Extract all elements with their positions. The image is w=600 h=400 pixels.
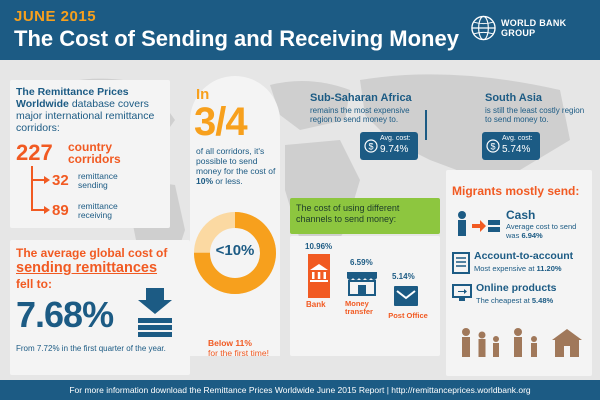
family-home-icon xyxy=(462,328,582,357)
ssa-avg-value: 9.74% xyxy=(380,144,409,155)
database-rest: database covers major international remi… xyxy=(16,98,155,134)
south-asia-badge: $ Avg. cost: 5.74% xyxy=(482,132,540,160)
global-cost-line2: sending remittances xyxy=(16,260,158,276)
south-asia-avg-label: Avg. cost: xyxy=(502,135,533,142)
below-11-rest: for the first time! xyxy=(208,348,269,358)
mailbox-icon xyxy=(394,286,418,306)
money-transfer-label: Money transfer xyxy=(345,299,373,316)
south-asia-region: South Asia xyxy=(485,92,543,104)
database-intro: The Remittance Prices Worldwide xyxy=(16,86,129,110)
below-11-note: Below 11% for the first time! xyxy=(208,338,290,358)
bank-label: Bank xyxy=(306,300,326,309)
database-card: The Remittance Prices Worldwide database… xyxy=(10,80,170,228)
cash-title: Cash xyxy=(506,208,536,222)
ssa-badge: $ Avg. cost: 9.74% xyxy=(360,132,418,160)
receiving-label: remittance receiving xyxy=(78,201,118,220)
global-cost-value: 7.68% xyxy=(16,294,114,335)
online-title: Online products xyxy=(476,282,557,294)
online-desc: The cheapest at xyxy=(476,296,530,305)
post-office-label: Post Office xyxy=(388,311,428,320)
global-cost-card: The average global cost of sending remit… xyxy=(10,240,190,375)
south-asia-avg-value: 5.74% xyxy=(502,144,531,155)
world-bank-logo: WORLD BANK GROUP xyxy=(470,14,600,42)
cash-desc: Average cost to send was xyxy=(506,222,577,240)
fraction-text-start: of all corridors, it's possible to send … xyxy=(196,146,276,176)
footer-text: For more information download the Remitt… xyxy=(69,385,531,395)
global-cost-line1: The average global cost of xyxy=(16,246,168,260)
post-office-value: 5.14% xyxy=(392,272,415,281)
ssa-region: Sub-Saharan Africa xyxy=(310,92,412,104)
database-description: The Remittance Prices Worldwide database… xyxy=(16,86,166,134)
dollar-coin-icon: $ xyxy=(364,139,378,153)
header-bar: JUNE 2015 The Cost of Sending and Receiv… xyxy=(0,0,600,60)
south-asia-description: is still the least costly region to send… xyxy=(485,106,585,124)
corridor-branch-arrows xyxy=(31,166,50,214)
account-desc: Most expensive at xyxy=(474,264,535,273)
dollar-coin-icon: $ xyxy=(486,139,500,153)
total-corridors-label: country corridors xyxy=(68,140,121,166)
global-cost-line3: fell to: xyxy=(16,277,52,291)
sending-count: 32 xyxy=(52,172,69,189)
cash-value: 6.94% xyxy=(521,231,543,240)
footer-bar: For more information download the Remitt… xyxy=(0,380,600,400)
account-description: Most expensive at 11.20% xyxy=(474,264,590,273)
channels-heading-box: The cost of using different channels to … xyxy=(290,198,440,234)
account-title: Account-to-account xyxy=(474,250,574,262)
below-11-bold: Below 11% xyxy=(208,338,252,348)
money-stack-down-icon xyxy=(138,288,172,337)
fraction-description: of all corridors, it's possible to send … xyxy=(196,146,276,186)
global-cost-footnote: From 7.72% in the first quarter of the y… xyxy=(16,344,166,353)
online-value: 5.48% xyxy=(531,296,554,305)
bank-value: 10.96% xyxy=(305,242,333,251)
donut-fill xyxy=(194,212,276,294)
document-icon xyxy=(452,252,470,274)
donut-label: <10% xyxy=(215,242,255,259)
receiving-count: 89 xyxy=(52,202,69,219)
computer-monitor-icon xyxy=(452,284,472,301)
fraction-value: 3/4 xyxy=(194,100,248,144)
account-value: 11.20% xyxy=(536,264,562,273)
storefront-icon xyxy=(347,272,377,296)
cost-donut-chart xyxy=(194,212,276,294)
fraction-text-bold: 10% xyxy=(196,176,214,186)
fraction-text-end: or less. xyxy=(215,176,243,186)
globe-icon xyxy=(471,15,496,41)
money-transfer-value: 6.59% xyxy=(350,258,373,267)
ssa-pointer-line xyxy=(425,110,427,140)
logo-text: WORLD BANK GROUP xyxy=(500,18,567,38)
svg-text:$: $ xyxy=(368,142,373,152)
bank-icon xyxy=(310,264,328,282)
page-title: The Cost of Sending and Receiving Money xyxy=(14,26,459,51)
svg-text:$: $ xyxy=(490,142,495,152)
total-corridors-count: 227 xyxy=(16,140,53,165)
report-date: JUNE 2015 xyxy=(14,8,97,25)
cash-description: Average cost to send was 6.94% xyxy=(506,222,588,240)
ssa-avg-label: Avg. cost: xyxy=(380,135,411,142)
migrants-heading: Migrants mostly send: xyxy=(452,184,580,198)
channels-heading: The cost of using different channels to … xyxy=(296,203,400,224)
online-description: The cheapest at 5.48% xyxy=(476,296,590,305)
person-cash-icon xyxy=(458,211,500,236)
fraction-in: In xyxy=(196,86,210,103)
sending-label: remittance sending xyxy=(78,171,118,190)
ssa-description: remains the most expensive region to sen… xyxy=(310,106,410,124)
